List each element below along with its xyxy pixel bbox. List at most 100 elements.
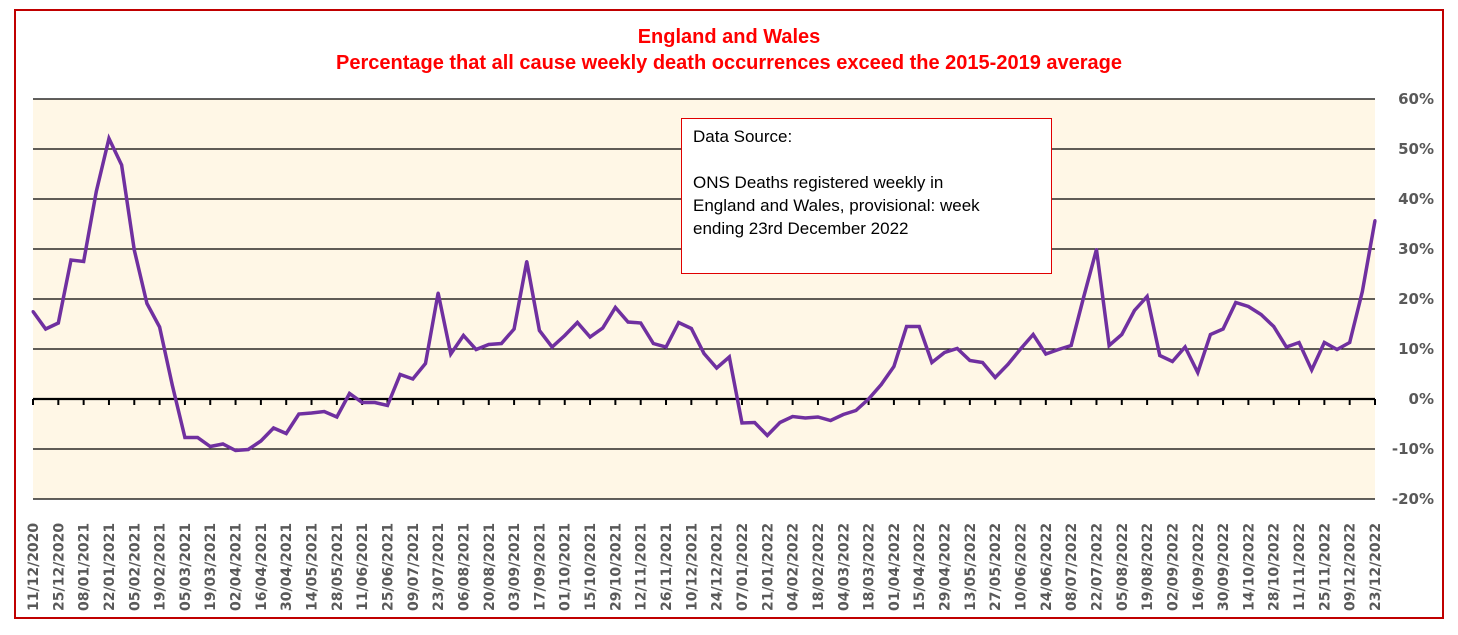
data-point (601, 326, 605, 330)
x-tick-label: 02/09/2022 (1165, 523, 1181, 611)
data-point (1221, 327, 1225, 331)
x-tick-label: 05/03/2021 (178, 523, 194, 611)
data-point (981, 361, 985, 364)
data-point (955, 347, 959, 350)
data-point (1006, 363, 1010, 366)
data-point (1170, 360, 1174, 363)
x-tick-label: 14/10/2022 (1241, 523, 1257, 611)
x-tick-label: 23/07/2021 (431, 523, 447, 611)
data-point (727, 355, 731, 359)
data-point (335, 415, 339, 419)
x-tick-label: 11/12/2020 (26, 523, 42, 611)
x-tick-label: 18/03/2022 (862, 523, 878, 611)
x-tick-label: 04/03/2022 (836, 523, 852, 611)
data-point (1094, 248, 1098, 251)
data-point (537, 329, 541, 332)
x-tick-label: 03/09/2021 (507, 523, 523, 611)
data-point (234, 449, 238, 452)
x-tick-label: 09/07/2021 (406, 523, 422, 611)
data-point (1335, 348, 1339, 351)
data-point (841, 413, 845, 416)
data-point (145, 302, 149, 305)
x-tick-label: 27/05/2022 (988, 523, 1004, 611)
x-tick-label: 15/04/2022 (912, 523, 928, 611)
data-point (702, 352, 706, 355)
data-point (107, 137, 111, 140)
data-point (170, 383, 174, 387)
x-tick-label: 30/09/2022 (1216, 523, 1232, 611)
data-point (917, 325, 921, 328)
data-point (1158, 354, 1162, 357)
y-tick-label: 0% (1409, 390, 1434, 408)
x-tick-label: 06/08/2021 (456, 523, 472, 611)
x-tick-label: 25/12/2020 (51, 523, 67, 611)
y-tick-label: 40% (1398, 190, 1434, 208)
x-tick-label: 28/05/2021 (330, 523, 346, 611)
data-point (1272, 325, 1276, 328)
data-point (664, 345, 668, 349)
y-tick-label: -10% (1392, 440, 1434, 458)
x-tick-label: 21/01/2022 (760, 523, 776, 611)
data-point (284, 432, 288, 435)
y-axis-labels: 60% 50% 40% 30% 20% 10% 0% -10% -20% (1392, 90, 1434, 508)
data-point (461, 334, 465, 337)
x-tick-label: 25/06/2021 (380, 523, 396, 611)
data-point (639, 321, 643, 325)
x-tick-label: 25/11/2022 (1317, 523, 1333, 611)
x-tick-label: 10/06/2022 (1014, 523, 1030, 611)
data-point (474, 348, 478, 351)
source-line-3: ending 23rd December 2022 (693, 219, 909, 238)
y-tick-label: 30% (1398, 240, 1434, 258)
x-tick-label: 22/01/2021 (102, 523, 118, 611)
source-line-2: England and Wales, provisional: week (693, 196, 980, 215)
x-tick-label: 18/02/2022 (811, 523, 827, 611)
data-point (31, 310, 35, 313)
data-point (1373, 219, 1377, 222)
data-point (1069, 344, 1073, 347)
data-point (411, 377, 415, 381)
x-tick-label: 14/05/2021 (305, 523, 321, 611)
x-tick-label: 26/11/2021 (659, 523, 675, 611)
data-point (373, 401, 377, 404)
y-tick-label: 20% (1398, 290, 1434, 308)
x-tick-label: 05/08/2022 (1115, 523, 1131, 611)
chart-title-block: England and Wales Percentage that all ca… (0, 24, 1458, 76)
data-point (449, 352, 453, 356)
data-point (765, 434, 769, 437)
y-tick-label: 60% (1398, 90, 1434, 108)
data-point (221, 442, 225, 446)
data-point (1310, 368, 1314, 372)
data-point (1031, 333, 1035, 336)
source-spacer (693, 148, 1040, 171)
data-point (563, 334, 567, 337)
y-tick-label: 50% (1398, 140, 1434, 158)
data-point (398, 373, 402, 376)
data-point (183, 436, 187, 439)
x-tick-label: 12/11/2021 (634, 523, 650, 611)
x-tick-label: 01/04/2022 (887, 523, 903, 611)
data-point (930, 361, 934, 364)
data-point (1082, 295, 1086, 298)
x-tick-label: 04/02/2022 (786, 523, 802, 611)
data-point (499, 342, 503, 345)
data-point (1145, 295, 1149, 298)
data-point (208, 445, 212, 448)
data-point (56, 321, 60, 325)
data-point (575, 321, 579, 324)
x-tick-label: 19/03/2021 (203, 523, 219, 611)
data-point (1019, 347, 1023, 351)
data-point (512, 327, 516, 331)
data-point (94, 190, 98, 193)
x-tick-label: 28/10/2022 (1267, 523, 1283, 611)
data-point (132, 248, 136, 252)
x-tick-label: 13/05/2022 (963, 523, 979, 611)
data-point (1284, 345, 1288, 349)
x-tick-label: 19/02/2021 (153, 523, 169, 611)
data-point (423, 362, 427, 365)
data-point (715, 366, 719, 370)
data-point (753, 421, 757, 424)
data-point (1297, 341, 1301, 344)
data-point (348, 392, 352, 395)
data-point (1044, 352, 1048, 356)
data-point (613, 306, 617, 309)
